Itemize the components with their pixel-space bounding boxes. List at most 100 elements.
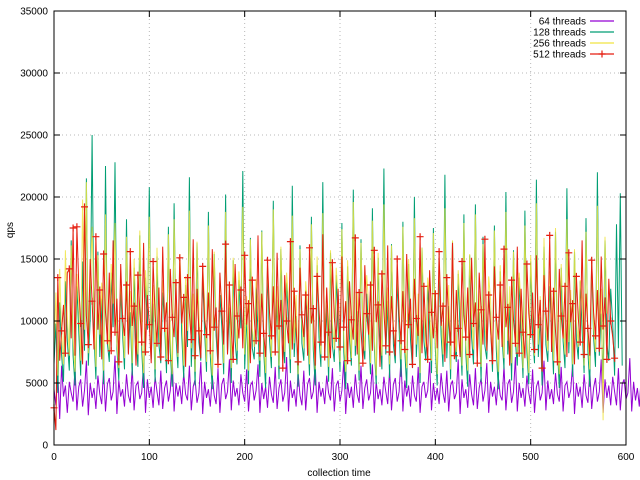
- data-point: [294, 358, 302, 366]
- series-line: [53, 182, 608, 421]
- data-point: [527, 331, 535, 339]
- data-point: [367, 281, 374, 289]
- data-point: [576, 338, 584, 346]
- legend-marker: [598, 50, 606, 58]
- data-point: [363, 310, 371, 318]
- data-point: [92, 233, 100, 241]
- data-point: [241, 251, 249, 259]
- data-point: [409, 360, 416, 368]
- data-point: [393, 255, 401, 263]
- y-tick-label: 30000: [20, 69, 48, 80]
- data-point: [492, 313, 500, 321]
- data-point: [447, 338, 455, 346]
- data-point: [126, 248, 134, 256]
- data-point: [443, 274, 451, 282]
- x-tick-label: 500: [522, 452, 539, 463]
- data-point: [504, 303, 512, 311]
- data-point: [454, 324, 462, 332]
- data-point: [355, 289, 363, 296]
- data-point: [245, 300, 252, 308]
- series-line: [53, 355, 640, 420]
- data-point: [546, 231, 554, 239]
- data-point: [168, 313, 176, 321]
- data-point: [557, 312, 565, 320]
- data-point: [286, 238, 294, 246]
- y-tick-label: 0: [42, 441, 48, 452]
- data-point: [531, 346, 538, 353]
- data-point: [54, 274, 62, 282]
- data-point: [84, 341, 92, 349]
- grid: [54, 11, 626, 445]
- data-point: [115, 358, 123, 366]
- data-point: [542, 307, 550, 315]
- data-point: [439, 302, 447, 310]
- x-axis-label: collection time: [307, 468, 371, 479]
- data-point: [511, 339, 519, 347]
- data-point: [485, 291, 493, 299]
- data-point: [199, 262, 207, 270]
- data-point: [538, 364, 546, 372]
- data-point: [519, 328, 527, 336]
- data-point: [69, 224, 77, 232]
- legend-item: 256 threads: [533, 39, 614, 50]
- data-point: [275, 322, 283, 330]
- data-point: [450, 352, 458, 360]
- data-point: [553, 358, 561, 366]
- data-point: [313, 272, 321, 280]
- data-point: [256, 349, 264, 357]
- data-point: [359, 359, 367, 367]
- data-point: [508, 276, 516, 284]
- legend-item: 128 threads: [533, 28, 614, 39]
- data-point: [325, 328, 333, 336]
- data-point: [306, 244, 313, 252]
- data-point: [466, 351, 474, 358]
- data-point: [302, 291, 310, 299]
- data-point: [123, 281, 130, 289]
- data-point: [523, 260, 531, 268]
- data-point: [588, 256, 596, 264]
- data-point: [65, 265, 73, 273]
- data-point: [458, 258, 466, 265]
- data-point: [534, 321, 542, 329]
- data-point: [378, 270, 386, 278]
- data-point: [344, 357, 352, 365]
- y-tick-label: 5000: [26, 379, 49, 390]
- data-point: [496, 281, 504, 289]
- x-tick-label: 0: [51, 452, 57, 463]
- data-point: [515, 349, 523, 357]
- data-point: [561, 282, 569, 290]
- data-point: [435, 248, 443, 256]
- data-point: [164, 357, 172, 365]
- legend-item: 512 threads: [533, 50, 614, 61]
- y-tick-label: 35000: [20, 7, 48, 18]
- data-point: [96, 286, 104, 294]
- data-point: [271, 348, 279, 356]
- data-point: [252, 337, 260, 345]
- data-point: [481, 235, 489, 243]
- data-point: [572, 272, 580, 280]
- data-point: [233, 312, 241, 320]
- data-point: [321, 353, 329, 361]
- data-point: [203, 331, 210, 339]
- data-point: [500, 245, 508, 253]
- data-point: [580, 351, 588, 358]
- data-point: [470, 320, 477, 327]
- data-point: [389, 327, 397, 335]
- y-axis-label: qps: [5, 222, 16, 238]
- y-tick-label: 20000: [20, 193, 48, 204]
- data-point: [229, 355, 237, 363]
- data-point: [569, 300, 577, 308]
- data-point: [401, 346, 409, 353]
- data-point: [595, 344, 603, 352]
- data-point: [592, 332, 599, 340]
- data-point: [309, 305, 317, 313]
- data-point: [565, 249, 573, 257]
- data-point: [218, 307, 226, 315]
- series-layer: [50, 134, 640, 431]
- data-point: [214, 360, 222, 368]
- data-point: [550, 287, 557, 295]
- data-point: [317, 338, 325, 346]
- legend-label: 64 threads: [539, 17, 586, 28]
- data-point: [340, 323, 348, 331]
- data-point: [405, 321, 413, 329]
